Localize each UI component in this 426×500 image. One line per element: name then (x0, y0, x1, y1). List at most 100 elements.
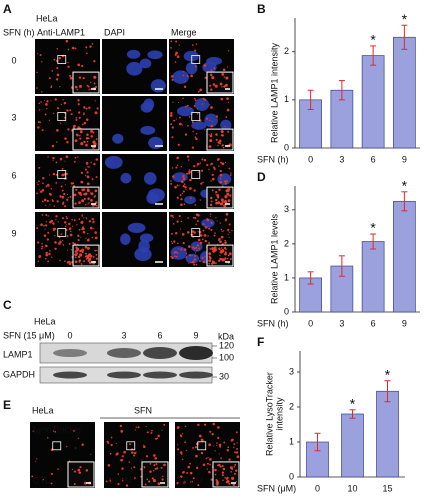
lysosome (44, 100, 46, 102)
lysosome (227, 189, 229, 191)
lysosome (183, 481, 186, 484)
lysosome (229, 231, 231, 233)
lysosome (156, 437, 159, 440)
lysosome (221, 145, 224, 147)
lysosome (224, 125, 226, 128)
lysosome (76, 224, 78, 226)
bar (393, 36, 416, 149)
condition-label: CTL (33, 475, 50, 485)
lysosome (172, 175, 175, 178)
lysosome (220, 228, 223, 231)
lysosome (56, 141, 58, 143)
lysosome (200, 438, 204, 442)
lysosome (199, 162, 202, 164)
lysosome (50, 188, 53, 190)
lysosome (91, 236, 93, 239)
lysosome (65, 445, 68, 448)
lysosome (171, 75, 174, 78)
lysosome (66, 193, 68, 196)
lysosome (115, 442, 117, 445)
lysosome (94, 86, 98, 89)
lysosome (72, 242, 75, 244)
lysosome (210, 106, 213, 109)
lysosome (85, 174, 87, 177)
lysosome (176, 55, 180, 59)
x-tick-label: 10 (347, 483, 357, 493)
lysosome (215, 198, 218, 202)
lysosome (65, 39, 69, 43)
lysosome (81, 199, 85, 203)
lysosome (48, 185, 50, 187)
lysosome (181, 432, 184, 435)
lysosome (173, 251, 176, 254)
lysosome (211, 433, 214, 436)
lysosome (173, 240, 176, 243)
lysosome (67, 128, 70, 131)
band (107, 371, 141, 379)
lysosome (91, 178, 94, 181)
lysosome (181, 458, 184, 461)
lysosome (94, 201, 98, 204)
lysosome (185, 105, 187, 108)
lysosome (180, 220, 183, 223)
lysosome (77, 103, 80, 106)
lysosome (55, 215, 58, 218)
lysosome (228, 167, 231, 170)
lysosome (81, 64, 84, 68)
lysosome (186, 172, 189, 175)
lysosome (227, 262, 230, 264)
lysosome (93, 75, 97, 79)
nucleus (126, 61, 143, 76)
lane-label: 6 (157, 330, 162, 340)
lysosome (88, 220, 92, 223)
panel-label: C (3, 298, 12, 312)
lysosome (209, 256, 212, 260)
nucleus (220, 119, 232, 131)
lysosome (120, 429, 124, 433)
lysosome (187, 245, 191, 248)
lysosome (217, 426, 220, 429)
x-tick-label: 9 (402, 318, 407, 328)
lysosome (32, 430, 34, 432)
lysosome (215, 262, 217, 265)
lysosome (219, 177, 221, 179)
lysosome (179, 434, 182, 437)
lysosome (186, 471, 189, 474)
lysosome (92, 222, 94, 224)
lysosome (218, 188, 221, 191)
lysosome (208, 227, 211, 230)
lysosome (79, 130, 83, 134)
lysosome (62, 239, 64, 241)
lysosome (219, 173, 223, 177)
lysosome (206, 164, 209, 166)
lysosome (235, 431, 238, 434)
lysosome (203, 234, 207, 237)
lysosome (208, 252, 212, 256)
lysosome (172, 223, 175, 225)
lysosome (236, 455, 240, 459)
lysosome (227, 233, 229, 235)
lysosome (185, 253, 188, 255)
lysosome (209, 248, 212, 250)
lysosome (134, 476, 136, 479)
lysosome (36, 71, 38, 74)
lysosome (90, 199, 93, 202)
lysosome (188, 159, 190, 161)
lysosome (70, 185, 72, 187)
lysosome (46, 108, 48, 110)
lysosome (62, 244, 65, 246)
significance: * (370, 32, 376, 48)
lysosome (148, 480, 151, 483)
lysosome (153, 454, 156, 457)
significance: * (402, 177, 408, 193)
lysosome (57, 468, 59, 470)
lysosome (73, 193, 77, 197)
x-tick-label: 6 (371, 154, 376, 164)
lysosome (36, 192, 38, 195)
lysosome (53, 205, 56, 207)
lysosome (73, 470, 76, 473)
lysosome (194, 216, 197, 219)
y-tick-label: 0 (289, 471, 294, 481)
lysosome (177, 143, 180, 146)
roi-box (191, 112, 201, 121)
